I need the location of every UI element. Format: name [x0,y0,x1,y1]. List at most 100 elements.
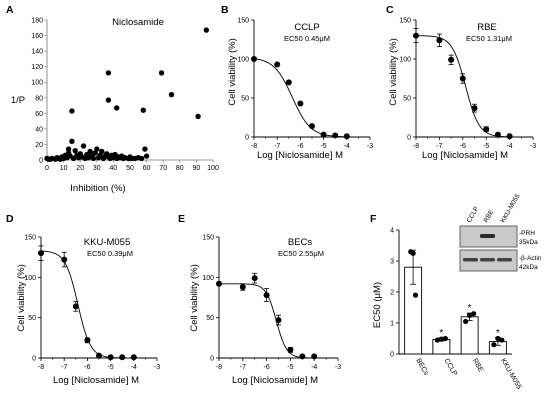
x-tick-label: 40 [110,165,118,172]
y-tick-label: 50 [206,315,214,322]
y-tick-label: 0 [390,352,394,359]
bar-point [467,312,473,318]
scatter-point [105,70,112,76]
panel-e-ec50: EC50 2.55μM [278,249,324,258]
fit-curve [415,35,510,138]
y-tick-label: 0 [32,356,36,363]
blot-band-name-actin: -β-Actin [519,255,542,262]
bar-point [471,311,477,317]
x-tick-label: -4 [311,364,317,371]
bar-point [438,336,444,342]
data-point [343,133,350,140]
y-tick-label: 100 [399,57,411,64]
panel-c-ylabel: Cell viability (%) [388,38,399,106]
x-tick-label: -5 [320,143,326,150]
panel-a-title: Niclosamide [112,17,164,28]
band-actin [480,258,495,262]
y-tick-label: 80 [35,95,43,102]
x-tick-label: 70 [159,165,167,172]
bar-point [463,318,469,325]
data-point [275,317,282,324]
y-tick-label: 0 [210,356,214,363]
scatter-point [99,148,105,155]
data-point [506,133,513,140]
y-tick-label: 100 [237,57,249,64]
data-point [107,354,114,361]
panel-c-curve: -8 -7 -6 -5 -4 -3 0 50 100 150 RBE EC50 1.31μM Lo… [388,18,536,162]
panel-b-axes: -8 -7 -6 -5 -4 -3 0 50 100 150 [237,18,373,151]
blot-lane-rbe: RBE [483,208,496,224]
data-point [309,123,315,130]
panel-d-ylabel: Cell viability (%) [16,264,27,332]
x-tick-label: -6 [263,364,269,371]
data-point [239,284,246,291]
significance-star: * [496,328,500,339]
x-tick-label: -3 [335,364,341,371]
panel-b-title: CCLP [294,22,319,33]
y-tick-label: 1 [390,321,394,328]
x-tick-label: -4 [344,143,350,150]
data-point [297,100,304,107]
scatter-point [140,107,146,113]
scatter-point [87,148,93,155]
x-tick-label: -6 [84,364,90,371]
blot-lane-kku-m055: KKU-M055 [500,193,522,224]
y-tick-label: 60 [35,111,43,118]
panel-a-xlabel: Inhibition (%) [70,183,125,194]
x-tick-label: -7 [240,364,246,371]
band-prh-rbe [480,234,495,238]
fit-curve [253,58,347,138]
panel-e-curve: -8 -7 -6 -5 -4 -3 0 50 100 150 BECs EC50 2.55μM L… [189,235,341,387]
scatter-point [105,97,112,103]
scatter-point [114,105,120,111]
y-tick-label: 0 [245,135,249,142]
data-point [251,56,257,62]
x-tick-label: -3 [530,143,536,150]
blot-lane-cclp: CCLP [466,205,481,224]
panel-letter-d: D [6,213,14,225]
panel-f-ylabel: EC50 (μM) [372,282,383,328]
y-tick-label: 150 [202,235,214,242]
y-tick-label: 0 [407,135,411,142]
x-tick-label: -3 [367,143,373,150]
data-point [287,346,294,353]
panel-e-xlabel: Log [Niclosamide] M [232,375,318,386]
panel-e-axes: -8 -7 -6 -5 -4 -3 0 50 100 150 [202,235,341,372]
panel-c-xlabel: Log [Niclosamide] M [422,150,508,161]
panel-b-ec50: EC50 0.45μM [284,34,330,43]
panel-c-title: RBE [477,22,497,33]
x-tick-label: -4 [131,364,137,371]
x-tick-label: RBE [471,358,484,374]
panel-d-plot [38,245,137,361]
x-tick-label: -6 [460,143,466,150]
bar-point [491,342,497,348]
x-tick-label: -6 [297,143,303,150]
data-point [251,275,258,282]
data-point [38,250,44,257]
y-tick-label: 3 [390,259,394,266]
bar-point [412,292,419,298]
x-tick-label: -5 [483,143,489,150]
panel-e-ylabel: Cell viability (%) [189,264,200,332]
y-tick-label: 150 [399,18,411,25]
panel-a-ylabel: 1/P [11,95,25,106]
panel-b-plot [251,56,350,140]
scatter-point [138,155,145,162]
data-point [311,353,318,360]
band-actin [497,258,512,262]
x-tick-label: -7 [61,364,67,371]
scatter-point [143,153,150,159]
data-point [471,105,478,112]
scatter-point [80,143,87,149]
y-tick-label: 100 [31,80,43,87]
scatter-point [72,147,78,154]
x-tick-label: 100 [207,165,219,172]
panel-e-plot [216,272,318,360]
y-tick-label: 160 [31,33,43,40]
x-tick-label: 30 [93,165,101,172]
y-tick-label: 100 [202,275,214,282]
y-tick-label: 50 [403,96,411,103]
x-tick-label: CCLP [443,358,459,378]
x-tick-label: -7 [436,143,442,150]
data-point [274,61,281,68]
